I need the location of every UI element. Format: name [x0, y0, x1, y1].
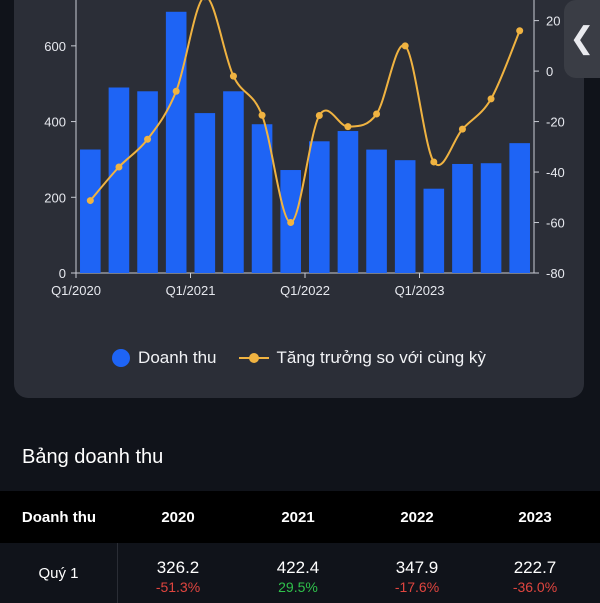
table-header: Doanh thu 2020 2021 2022 2023: [0, 491, 600, 543]
table-header-2021: 2021: [238, 509, 358, 526]
legend-revenue-marker: [112, 349, 130, 367]
growth-point: [230, 73, 237, 80]
bar: [166, 12, 187, 273]
bar: [395, 160, 416, 273]
growth-point: [316, 112, 323, 119]
growth-point: [173, 88, 180, 95]
cell-value: 222.7: [476, 558, 594, 578]
y-left-tick-label: 200: [44, 190, 66, 205]
table-cell-2022: 347.9 -17.6%: [358, 543, 476, 603]
growth-point: [287, 219, 294, 226]
legend-item-growth[interactable]: Tăng trưởng so với cùng kỳ: [239, 348, 486, 368]
table-title: Bảng doanh thu: [22, 446, 163, 469]
bar: [366, 150, 387, 273]
y-right-tick-label: -80: [546, 266, 565, 281]
table-header-2020: 2020: [118, 509, 238, 526]
y-left-tick-label: 600: [44, 39, 66, 54]
revenue-chart: 0 200 400 600 -80 -60 -40 -20 0 20 Q1/2020 Q1/2021 Q…: [14, 0, 584, 398]
x-tick-label: Q1/2022: [280, 283, 330, 298]
growth-point: [459, 126, 466, 133]
legend-growth-marker: [239, 349, 269, 367]
legend-growth-label: Tăng trưởng so với cùng kỳ: [277, 348, 486, 368]
bar: [309, 141, 330, 273]
table-header-2022: 2022: [358, 509, 476, 526]
table-header-2023: 2023: [476, 509, 594, 526]
bar: [109, 88, 130, 274]
y-right-tick-label: -20: [546, 115, 565, 130]
growth-point: [373, 111, 380, 118]
cell-value: 347.9: [358, 558, 476, 578]
side-panel-handle[interactable]: ❮: [564, 0, 600, 78]
legend-revenue-label: Doanh thu: [138, 348, 216, 368]
bar: [137, 91, 158, 273]
cell-change: -51.3%: [118, 578, 238, 596]
growth-point: [87, 197, 94, 204]
y-right-tick-label: -40: [546, 165, 565, 180]
cell-change: -17.6%: [358, 578, 476, 596]
growth-point: [144, 136, 151, 143]
growth-point: [344, 123, 351, 130]
chevron-left-icon: ❮: [569, 24, 594, 54]
y-left-tick-label: 0: [59, 266, 66, 281]
growth-point: [259, 112, 266, 119]
y-right-tick-label: -60: [546, 216, 565, 231]
legend-item-revenue[interactable]: Doanh thu: [112, 348, 216, 368]
bar: [338, 131, 359, 273]
bar: [509, 143, 530, 273]
growth-point: [488, 95, 495, 102]
bar: [195, 113, 216, 273]
table-cell-2020: 326.2 -51.3%: [118, 543, 238, 603]
y-left-tick-label: 400: [44, 115, 66, 130]
chart-card: 0 200 400 600 -80 -60 -40 -20 0 20 Q1/2020 Q1/2021 Q…: [14, 0, 584, 398]
growth-point: [115, 164, 122, 171]
cell-value: 422.4: [238, 558, 358, 578]
x-tick-label: Q1/2023: [395, 283, 445, 298]
x-tick-label: Q1/2020: [51, 283, 101, 298]
growth-point: [402, 42, 409, 49]
growth-point: [430, 158, 437, 165]
table-header-label: Doanh thu: [0, 509, 118, 526]
row-label: Quý 1: [0, 543, 118, 603]
growth-point: [516, 27, 523, 34]
cell-value: 326.2: [118, 558, 238, 578]
cell-change: 29.5%: [238, 578, 358, 596]
y-right-tick-label: 0: [546, 64, 553, 79]
table-cell-2023: 222.7 -36.0%: [476, 543, 594, 603]
bar: [481, 163, 502, 273]
chart-legend: Doanh thu Tăng trưởng so với cùng kỳ: [14, 348, 584, 368]
y-right-tick-label: 20: [546, 14, 560, 29]
cell-change: -36.0%: [476, 578, 594, 596]
table-row[interactable]: Quý 1 326.2 -51.3% 422.4 29.5% 347.9 -17…: [0, 543, 600, 603]
bar: [80, 150, 101, 273]
bar: [424, 189, 445, 273]
bar: [452, 164, 473, 273]
x-tick-label: Q1/2021: [166, 283, 216, 298]
bar: [223, 91, 244, 273]
table-cell-2021: 422.4 29.5%: [238, 543, 358, 603]
